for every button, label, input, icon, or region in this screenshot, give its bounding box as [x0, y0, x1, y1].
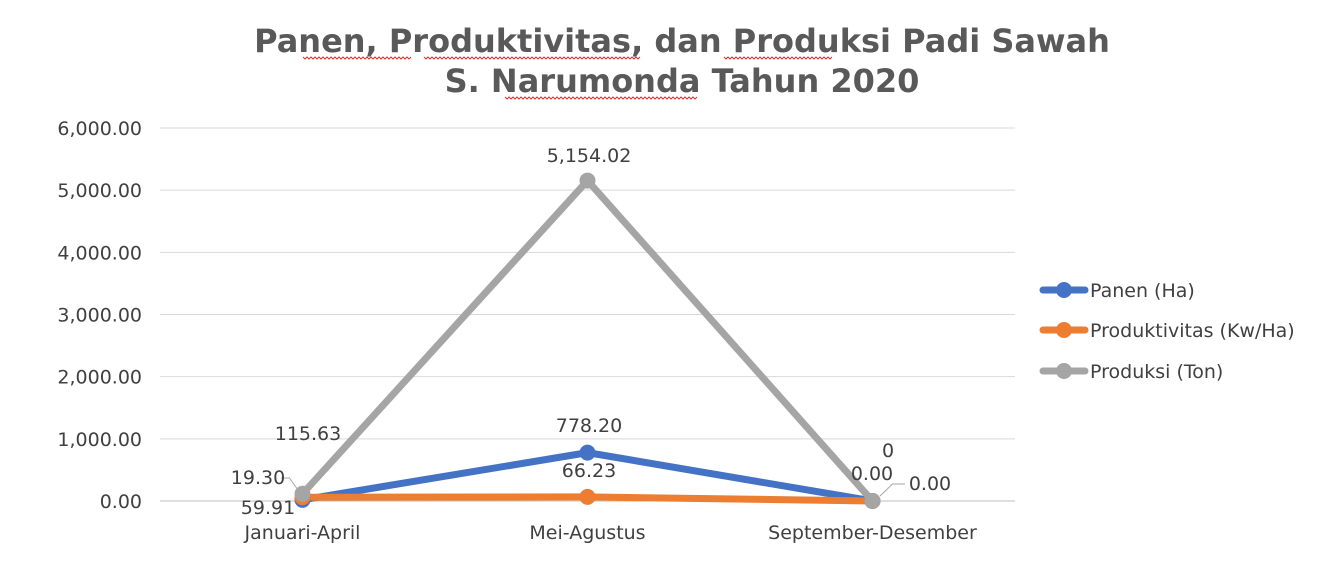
data-label-leader	[281, 477, 299, 491]
legend-label: Produksi (Ton)	[1090, 361, 1223, 383]
y-tick-label: 0.00	[100, 491, 142, 513]
data-labels: 19.30 778.20 0.00 59.91 66.23 0 115.63 5,154.02…	[231, 145, 951, 519]
chart-title-line-1: Panen, Produktivitas, dan Produksi Padi …	[254, 22, 1110, 60]
chart-title: Panen, Produktivitas, dan Produksi Padi …	[254, 22, 1110, 100]
data-label: 59.91	[241, 497, 295, 519]
series-points	[294, 172, 881, 509]
data-point	[864, 493, 881, 509]
x-category-label: Januari-April	[244, 522, 361, 544]
legend-label: Produktivitas (Kw/Ha)	[1090, 320, 1295, 342]
data-label: 0.00	[909, 473, 951, 495]
data-point	[579, 172, 596, 189]
data-label: 0	[882, 440, 894, 462]
data-label: 5,154.02	[547, 145, 632, 167]
x-category-label: September-Desember	[768, 522, 977, 544]
data-label: 66.23	[562, 460, 616, 482]
spellcheck-squiggle	[302, 56, 412, 60]
y-tick-label: 1,000.00	[57, 429, 142, 451]
legend-swatch-marker	[1056, 363, 1072, 379]
data-label: 0.00	[851, 463, 893, 485]
x-category-label: Mei-Agustus	[529, 522, 645, 544]
legend-swatch-marker	[1056, 322, 1072, 338]
spellcheck-squiggle	[423, 56, 641, 60]
data-label-leader	[879, 483, 905, 497]
spellcheck-squiggle	[504, 96, 698, 100]
legend: Panen (Ha) Produktivitas (Kw/Ha) Produksi …	[1039, 280, 1295, 383]
y-axis-ticks: 0.00 1,000.00 2,000.00 3,000.00 4,000.00 5,00…	[57, 118, 142, 513]
legend-label: Panen (Ha)	[1090, 280, 1195, 302]
data-label: 19.30	[231, 467, 285, 489]
y-tick-label: 5,000.00	[57, 180, 142, 202]
data-label: 778.20	[556, 415, 622, 437]
data-point	[579, 444, 596, 461]
spellcheck-squiggle	[723, 56, 833, 60]
y-tick-label: 2,000.00	[57, 367, 142, 389]
chart-title-line-2: S. Narumonda Tahun 2020	[445, 62, 920, 100]
data-point	[294, 485, 311, 502]
y-tick-label: 3,000.00	[57, 305, 142, 327]
legend-swatch-marker	[1056, 282, 1072, 298]
x-axis-categories: Januari-April Mei-Agustus September-Desemb…	[244, 522, 977, 544]
data-point	[579, 488, 596, 505]
y-tick-label: 6,000.00	[57, 118, 142, 140]
data-label: 115.63	[275, 423, 341, 445]
spellcheck-underlines	[302, 56, 833, 100]
y-tick-label: 4,000.00	[57, 242, 142, 264]
